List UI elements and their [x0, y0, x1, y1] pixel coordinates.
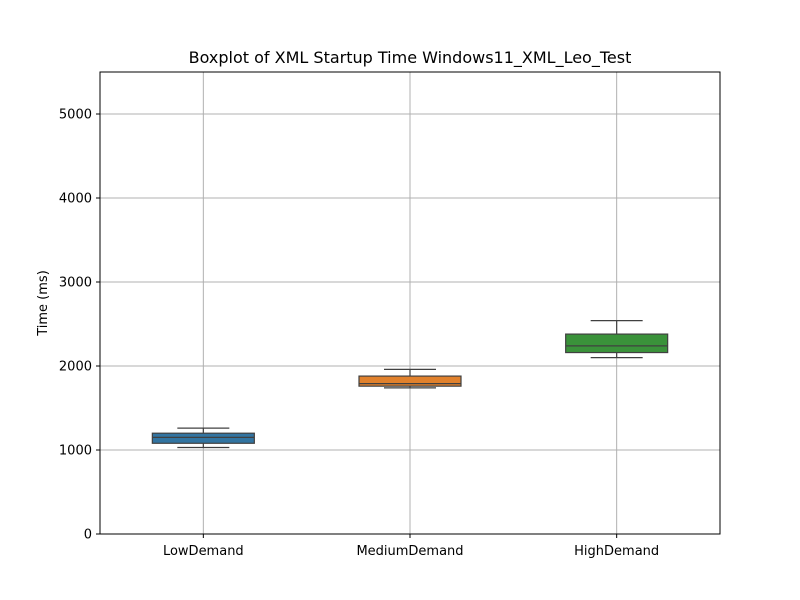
- y-tick-label: 3000: [59, 276, 92, 291]
- x-tick-label: LowDemand: [163, 544, 244, 559]
- box-iqr: [358, 375, 462, 387]
- x-tick-label: MediumDemand: [356, 544, 463, 559]
- y-tick-label: 2000: [59, 360, 92, 375]
- y-tick-label: 5000: [59, 108, 92, 123]
- x-tick-label: HighDemand: [574, 544, 659, 559]
- box-group-HighDemand: [565, 320, 669, 359]
- grid-layer: [100, 72, 720, 535]
- box-iqr: [565, 333, 669, 354]
- box-group-MediumDemand: [358, 368, 462, 389]
- y-tick-label: 0: [84, 528, 92, 543]
- y-tick-label: 4000: [59, 192, 92, 207]
- y-axis-title: Time (ms): [36, 270, 51, 337]
- tick-layer: 0 1000 2000 3000 4000 5000 LowDemand MediumDema…: [59, 108, 659, 560]
- y-tick-label: 1000: [59, 444, 92, 459]
- box-layer: [151, 320, 669, 449]
- chart-title: Boxplot of XML Startup Time Windows11_XM…: [189, 48, 632, 68]
- box-iqr: [151, 432, 255, 444]
- box-group-LowDemand: [151, 427, 255, 449]
